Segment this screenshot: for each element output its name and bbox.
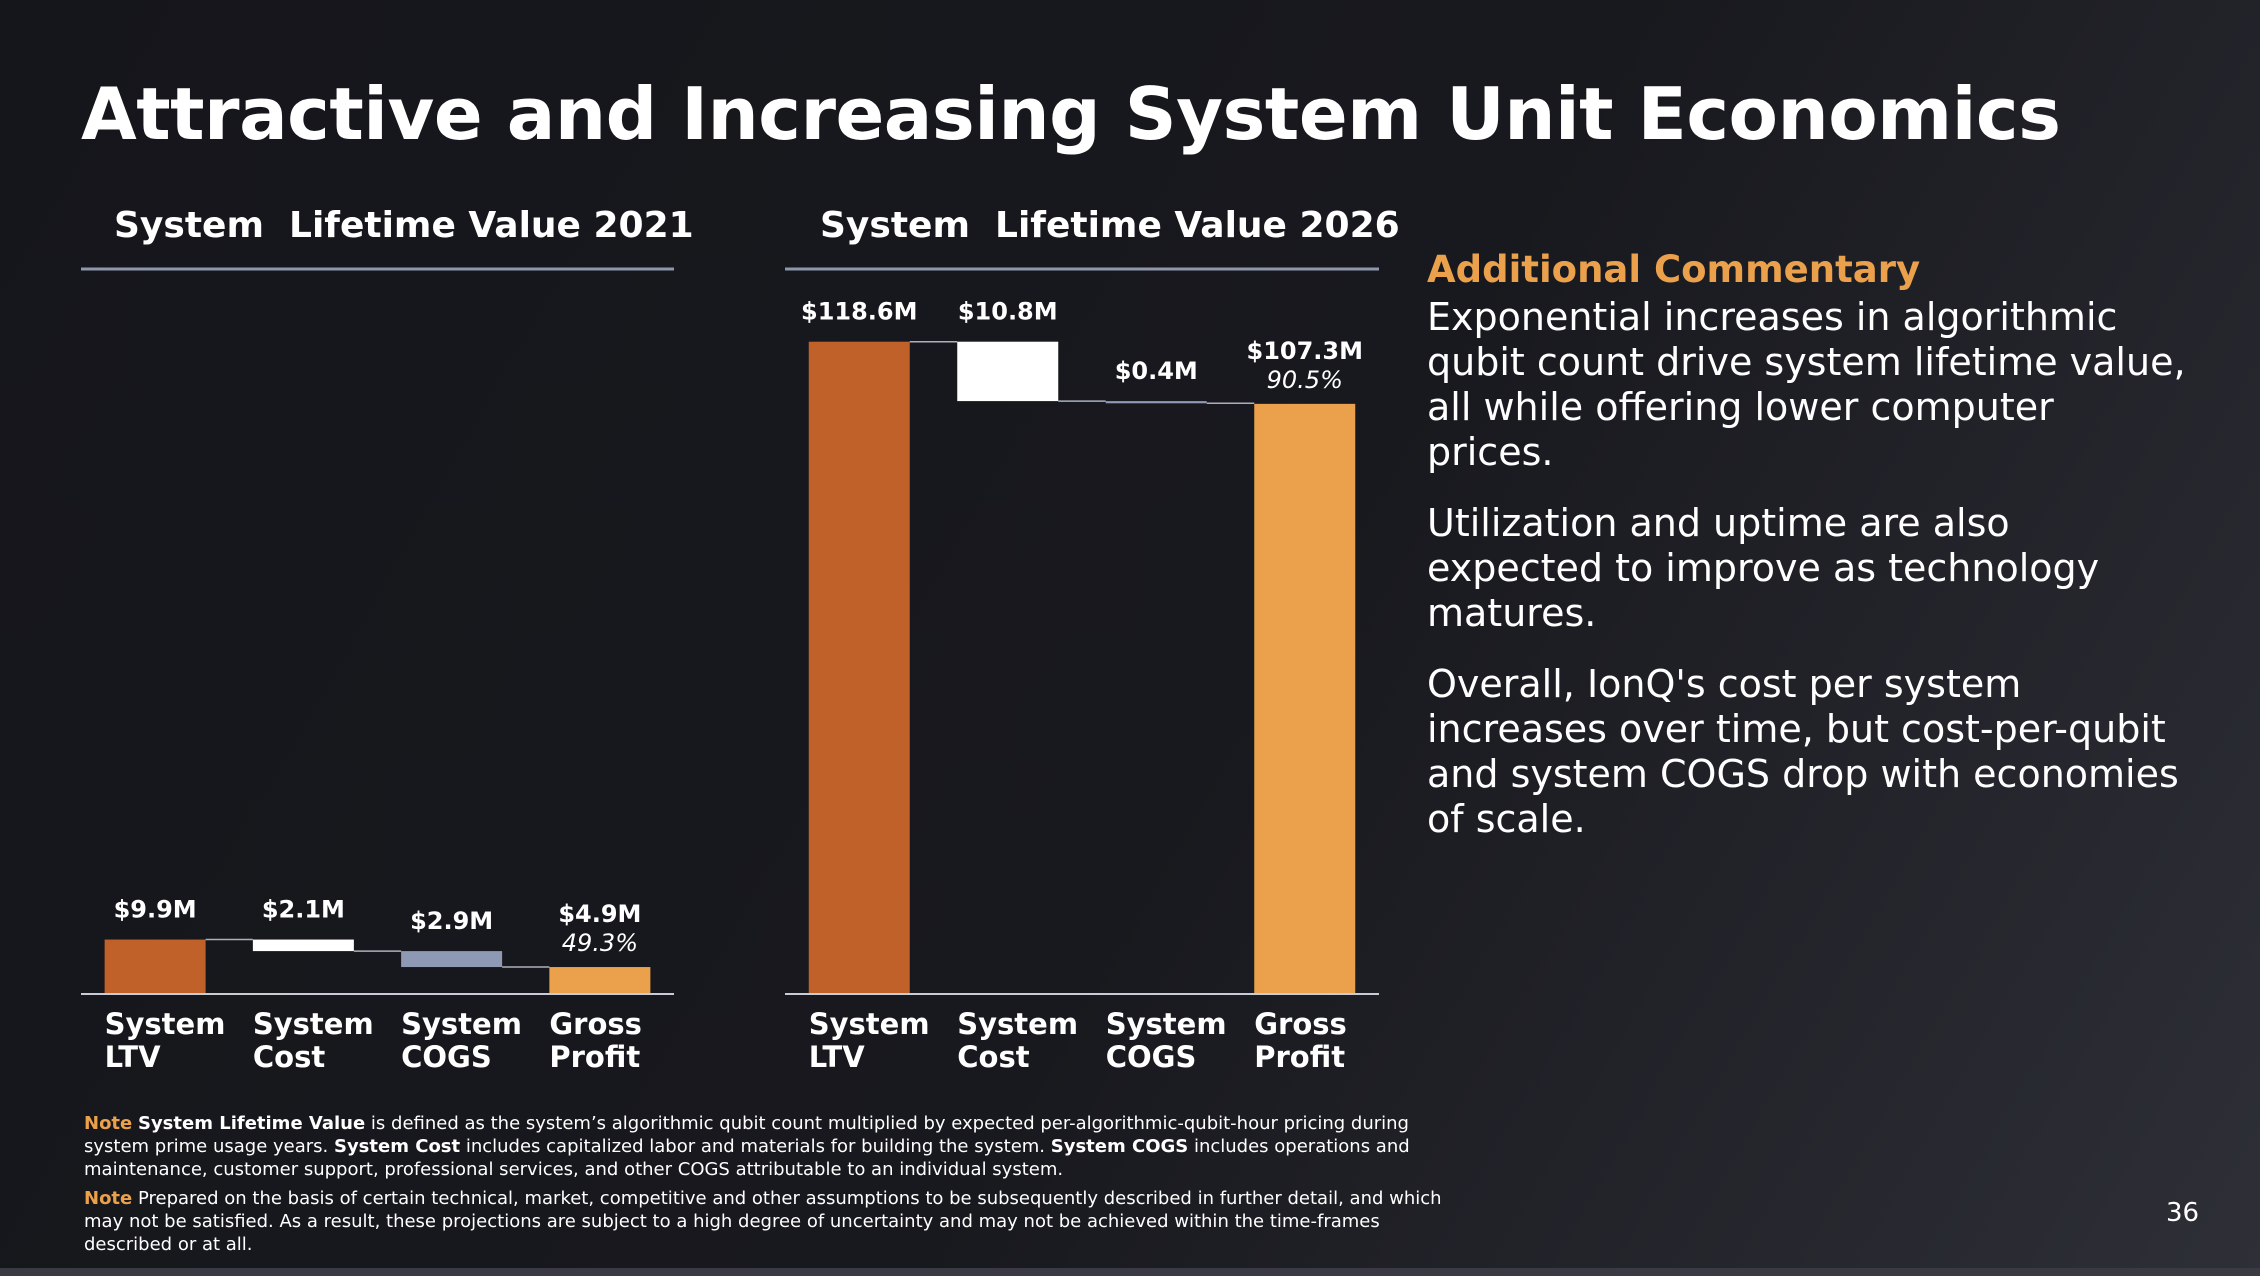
- value-label: $2.1M: [262, 896, 345, 924]
- margin-label: 49.3%: [562, 929, 638, 957]
- value-label: $0.4M: [1115, 357, 1198, 385]
- x-tick-label: System COGS: [1105, 1007, 1227, 1074]
- x-tick-label: System LTV: [808, 1007, 930, 1074]
- bar: [252, 939, 354, 952]
- note-label: Note: [84, 1113, 133, 1134]
- commentary-paragraph: Overall, IonQ's cost per system increase…: [1427, 662, 2179, 841]
- note: Note System Lifetime Value is defined as…: [84, 1112, 1454, 1181]
- value-label: $118.6M: [801, 298, 918, 326]
- note-label: Note: [84, 1188, 133, 1209]
- note-text: Prepared on the basis of certain technic…: [84, 1188, 1442, 1255]
- note: Note Prepared on the basis of certain te…: [84, 1187, 1454, 1256]
- value-label: $9.9M: [114, 896, 197, 924]
- bar: [1254, 403, 1356, 995]
- value-label: $4.9M: [558, 900, 641, 928]
- chart-title: System Lifetime Value 2026: [820, 205, 1400, 246]
- note-text: System Cost: [333, 1136, 461, 1157]
- value-label: $107.3M: [1247, 337, 1364, 365]
- bottom-strip: [0, 1268, 2260, 1276]
- x-tick-label: Gross Profit: [1254, 1007, 1347, 1074]
- note-text: System Lifetime Value: [137, 1113, 366, 1134]
- notes: Note System Lifetime Value is defined as…: [84, 1112, 1454, 1262]
- x-tick-label: System Cost: [957, 1007, 1079, 1074]
- value-label: $2.9M: [410, 907, 493, 935]
- margin-label: 90.5%: [1267, 366, 1343, 394]
- slide-title: Attractive and Increasing System Unit Ec…: [81, 72, 2061, 156]
- note-text: includes capitalized labor and materials…: [460, 1136, 1051, 1157]
- page-number: 36: [2166, 1198, 2200, 1228]
- bar: [401, 951, 503, 968]
- commentary-paragraph: Exponential increases in algorithmic qub…: [1427, 295, 2186, 474]
- x-tick-label: System Cost: [252, 1007, 374, 1074]
- bar: [957, 341, 1059, 402]
- bar: [549, 967, 651, 994]
- commentary-paragraph: Utilization and uptime are also expected…: [1427, 501, 2100, 635]
- note-text: includes operations and maintenance, cus…: [84, 1136, 1410, 1180]
- commentary-heading: Additional Commentary: [1427, 248, 1921, 291]
- bar: [1105, 401, 1207, 404]
- x-tick-label: System LTV: [104, 1007, 226, 1074]
- value-label: $10.8M: [958, 298, 1058, 326]
- x-tick-label: System COGS: [401, 1007, 522, 1074]
- x-tick-label: Gross Profit: [549, 1007, 642, 1074]
- commentary: Additional Commentary Exponential increa…: [1427, 248, 2187, 868]
- bar: [808, 341, 910, 994]
- bar: [104, 939, 206, 994]
- note-text: System COGS: [1050, 1136, 1189, 1157]
- chart-title: System Lifetime Value 2021: [114, 205, 694, 246]
- note-text: is defined as the system’s algorithmic q…: [84, 1113, 1409, 1157]
